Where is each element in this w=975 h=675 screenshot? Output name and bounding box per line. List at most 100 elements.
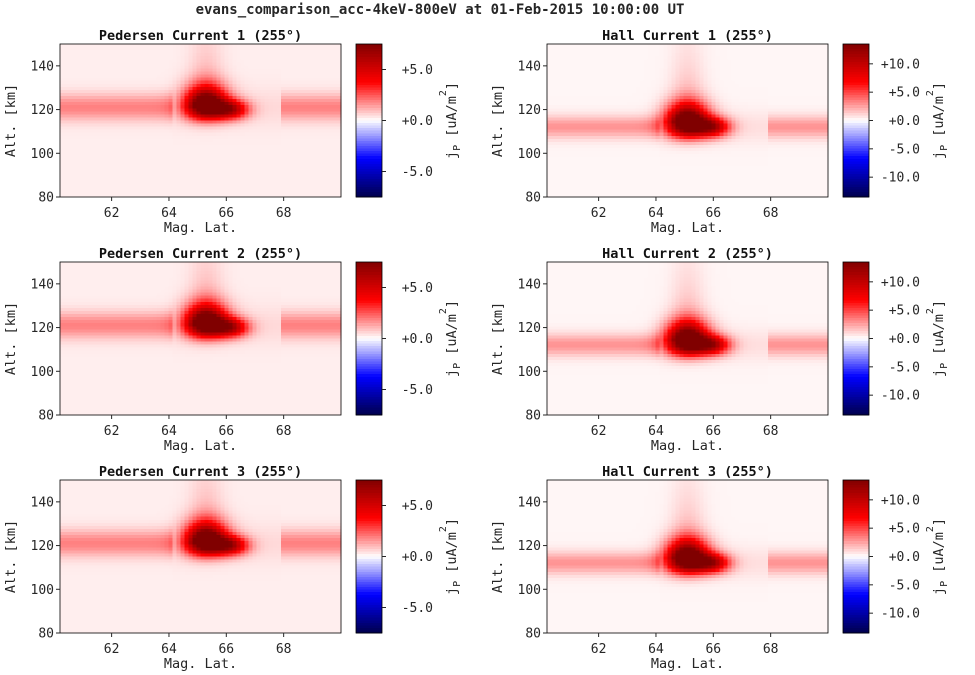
heatmap-cell [547,166,552,171]
heatmap-cell [80,92,85,97]
heatmap-cell [611,163,616,167]
heatmap-cell [336,141,342,146]
heatmap-cell [288,166,294,171]
heatmap-cell [651,169,656,174]
heatmap-cell [252,83,258,88]
colorbar-segment [356,174,382,178]
heatmap-cell [288,141,294,146]
heatmap-cell [264,47,270,51]
heatmap-cell [627,184,632,189]
heatmap-cell [264,80,270,85]
heatmap-cell [220,47,226,51]
heatmap-cell [196,83,202,88]
heatmap-cell [192,141,198,146]
heatmap-cell [72,154,77,158]
heatmap-cell [551,62,556,67]
heatmap-cell [651,138,656,143]
colorbar-segment [356,143,382,147]
heatmap-cell [567,154,572,158]
heatmap-cell [583,151,588,155]
heatmap-cell [68,96,73,100]
heatmap-cell [575,44,580,48]
heatmap-cell [180,126,186,131]
heatmap-cell [320,132,326,137]
heatmap-cell [124,68,129,73]
heatmap-cell [228,187,234,192]
heatmap-cell [88,163,93,167]
heatmap-cell [583,193,588,198]
heatmap-cell [232,181,238,186]
heatmap-cell [120,166,125,171]
heatmap-cell [304,56,310,60]
heatmap-cell [188,108,194,112]
heatmap-cell [647,105,652,109]
heatmap-cell [312,68,318,73]
heatmap-cell [84,135,89,140]
heatmap-cell [300,141,306,146]
heatmap-cell [603,44,608,48]
heatmap-cell [264,193,270,198]
heatmap-cell [216,108,222,112]
heatmap-cell [68,71,73,76]
heatmap-cell [144,135,149,140]
heatmap-cell [587,169,592,174]
heatmap-cell [252,178,258,183]
heatmap-cell [156,105,161,109]
heatmap-cell [619,92,624,97]
heatmap-cell [631,111,636,115]
heatmap-cell [108,71,113,76]
heatmap-cell [623,92,628,97]
heatmap-cell [108,56,113,60]
heatmap-cell [579,99,584,103]
heatmap-cell [176,80,182,85]
heatmap-cell [615,74,620,79]
colorbar-label-part: P [452,145,463,151]
heatmap-cell [292,50,298,54]
heatmap-cell [88,86,93,91]
heatmap-cell [599,144,604,149]
heatmap-cell [160,96,165,100]
heatmap-cell [627,166,632,171]
heatmap-cell [128,141,133,146]
heatmap-cell [128,138,133,143]
heatmap-cell [232,190,238,195]
heatmap-cell [100,59,105,63]
heatmap-cell [603,92,608,97]
heatmap-cell [152,47,157,51]
heatmap-cell [627,181,632,186]
heatmap-cell [615,175,620,180]
heatmap-cell [312,65,318,70]
heatmap-cell [104,68,109,73]
heatmap-cell [100,108,105,112]
heatmap-cell [547,178,552,183]
heatmap-cell [172,50,178,54]
heatmap-cell [603,68,608,73]
heatmap-cell [651,50,656,54]
heatmap-cell [655,157,660,161]
heatmap-cell [559,172,564,177]
heatmap-cell [563,163,568,167]
heatmap-cell [300,132,306,137]
heatmap-cell [192,126,198,131]
heatmap-cell [184,86,190,91]
heatmap-cell [172,172,178,177]
heatmap-cell [248,102,254,106]
heatmap-cell [60,56,65,60]
heatmap-cell [627,56,632,60]
heatmap-cell [152,105,157,109]
heatmap-cell [208,123,214,128]
heatmap-cell [651,141,656,146]
heatmap-cell [116,86,121,91]
heatmap-cell [264,151,270,155]
heatmap-cell [60,157,65,161]
heatmap-cell [200,77,206,82]
heatmap-cell [571,114,576,119]
heatmap-cell [567,56,572,60]
heatmap-cell [120,114,125,119]
heatmap-cell [88,157,93,161]
heatmap-cell [615,178,620,183]
heatmap-cell [184,148,190,152]
heatmap-cell [128,187,133,192]
heatmap-cell [623,53,628,57]
heatmap-cell [84,65,89,70]
